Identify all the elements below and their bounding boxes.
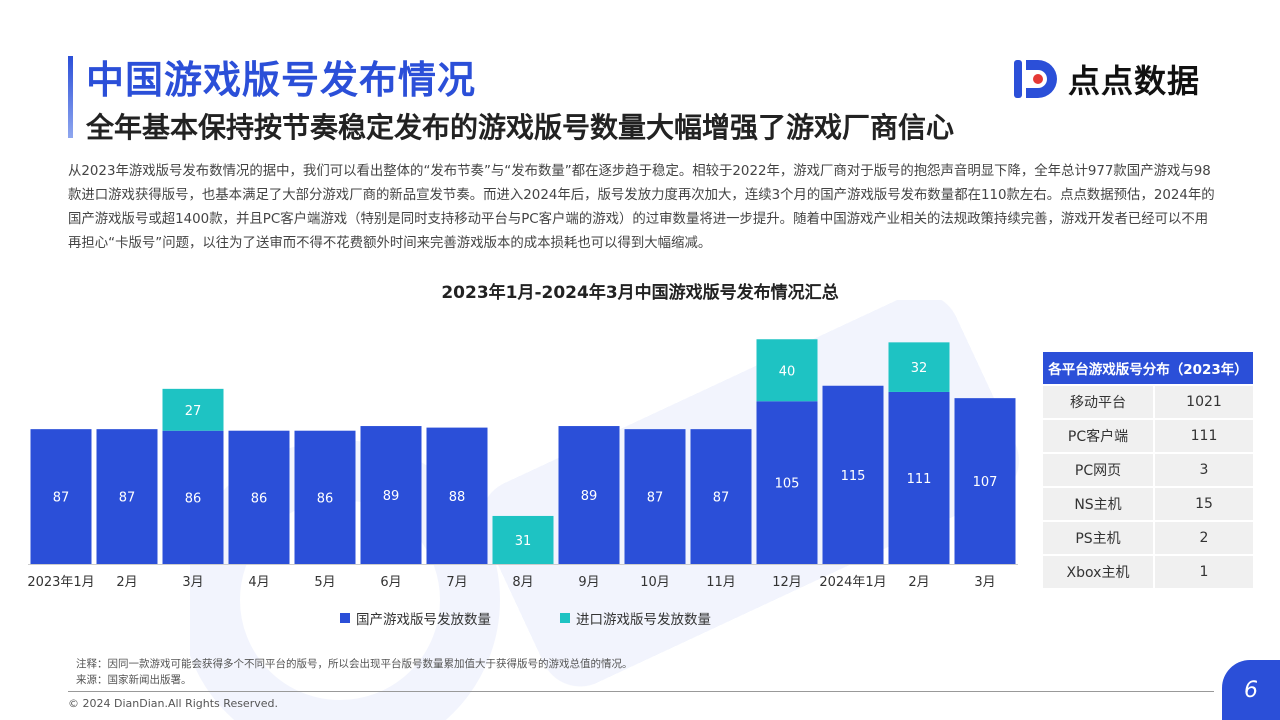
data-label: 89 (581, 489, 598, 504)
legend-item-domestic: 国产游戏版号发放数量 (340, 608, 491, 628)
logo-text: 点点数据 (1068, 62, 1201, 100)
data-label: 111 (907, 472, 932, 487)
x-tick-label: 6月 (380, 575, 401, 590)
table-row: 移动平台 1021 (1043, 386, 1253, 418)
platform-count: 1 (1155, 556, 1253, 588)
platform-name: PS主机 (1043, 522, 1155, 554)
data-label: 105 (775, 477, 800, 492)
x-tick-label: 3月 (182, 575, 203, 590)
platform-count: 111 (1155, 420, 1253, 452)
source-note: 来源：国家新闻出版署。 (76, 674, 192, 686)
data-label: 31 (515, 534, 532, 549)
platform-name: NS主机 (1043, 488, 1155, 520)
footer-divider (68, 691, 1214, 692)
page-subtitle: 全年基本保持按节奏稳定发布的游戏版号数量大幅增强了游戏厂商信心 (86, 111, 955, 144)
x-tick-label: 2月 (908, 575, 929, 590)
page-number: 6 (1222, 660, 1280, 720)
chart-title: 2023年1月-2024年3月中国游戏版号发布情况汇总 (441, 283, 839, 303)
x-tick-label: 11月 (706, 575, 736, 590)
x-tick-label: 12月 (772, 575, 802, 590)
legend-label-domestic: 国产游戏版号发放数量 (356, 612, 491, 628)
platform-distribution-table: 各平台游戏版号分布（2023年） 移动平台 1021 PC客户端 111 PC网页 3… (1043, 350, 1253, 590)
data-label: 32 (911, 361, 928, 376)
diandian-logo-icon (1014, 60, 1057, 98)
diandian-logo: 点点数据 (1012, 56, 1200, 102)
bar-import (756, 339, 818, 402)
x-tick-label: 9月 (578, 575, 599, 590)
legend-swatch-import (560, 613, 570, 623)
bar-chart: 87 2023年1月 87 2月 86 27 3月 86 4月 86 5月 89 6月 88 7月 31 8月 8… (27, 339, 1018, 590)
data-label: 86 (185, 491, 202, 506)
footnote: 注释：因同一款游戏可能会获得多个不同平台的版号，所以会出现平台版号数量累加值大于… (76, 658, 633, 670)
bar-domestic (888, 391, 950, 564)
copyright: © 2024 DianDian.All Rights Reserved. (68, 697, 278, 710)
legend-item-import: 进口游戏版号发放数量 (560, 608, 711, 628)
legend-swatch-domestic (340, 613, 350, 623)
bar-import (888, 342, 950, 392)
table-title: 各平台游戏版号分布（2023年） (1043, 352, 1253, 384)
table-row: Xbox主机 1 (1043, 556, 1253, 588)
bar-domestic (624, 429, 686, 564)
platform-name: PC客户端 (1043, 420, 1155, 452)
data-label: 86 (251, 491, 268, 506)
platform-name: Xbox主机 (1043, 556, 1155, 588)
platform-count: 1021 (1155, 386, 1253, 418)
table-row: PC客户端 111 (1043, 420, 1253, 452)
table-row: PC网页 3 (1043, 454, 1253, 486)
bar-domestic (822, 385, 884, 564)
bar-domestic (558, 426, 620, 564)
data-label: 86 (317, 491, 334, 506)
bar-domestic (162, 430, 224, 564)
legend-label-import: 进口游戏版号发放数量 (576, 612, 711, 628)
data-label: 107 (973, 475, 998, 490)
platform-name: 移动平台 (1043, 386, 1155, 418)
x-tick-label: 3月 (974, 575, 995, 590)
x-tick-label: 7月 (446, 575, 467, 590)
x-tick-label: 10月 (640, 575, 670, 590)
data-label: 88 (449, 490, 466, 505)
page-title: 中国游戏版号发布情况 (86, 58, 477, 102)
x-tick-label: 5月 (314, 575, 335, 590)
platform-count: 2 (1155, 522, 1253, 554)
title-accent-bar (68, 56, 73, 138)
data-label: 115 (841, 469, 866, 484)
table-row: NS主机 15 (1043, 488, 1253, 520)
bar-domestic (30, 429, 92, 564)
data-label: 87 (119, 491, 136, 506)
description-paragraph: 从2023年游戏版号发布数情况的据中，我们可以看出整体的“发布节奏”与“发布数量… (68, 164, 1215, 251)
bar-domestic (756, 401, 818, 564)
bar-domestic (360, 426, 422, 564)
data-label: 89 (383, 489, 400, 504)
platform-name: PC网页 (1043, 454, 1155, 486)
data-label: 87 (713, 491, 730, 506)
x-tick-label: 2月 (116, 575, 137, 590)
bar-domestic (228, 430, 290, 564)
x-tick-label: 2023年1月 (27, 575, 94, 590)
bar-domestic (96, 429, 158, 564)
bar-import (492, 515, 554, 564)
data-label: 87 (53, 491, 70, 506)
platform-count: 3 (1155, 454, 1253, 486)
x-tick-label: 8月 (512, 575, 533, 590)
data-label: 27 (185, 404, 202, 419)
data-label: 87 (647, 491, 664, 506)
bar-domestic (690, 429, 752, 564)
bar-import (162, 388, 224, 431)
platform-count: 15 (1155, 488, 1253, 520)
bar-domestic (954, 398, 1016, 564)
table-row: PS主机 2 (1043, 522, 1253, 554)
x-tick-label: 4月 (248, 575, 269, 590)
data-label: 40 (779, 364, 796, 379)
bar-domestic (426, 427, 488, 564)
x-tick-label: 2024年1月 (819, 575, 886, 590)
bar-domestic (294, 430, 356, 564)
